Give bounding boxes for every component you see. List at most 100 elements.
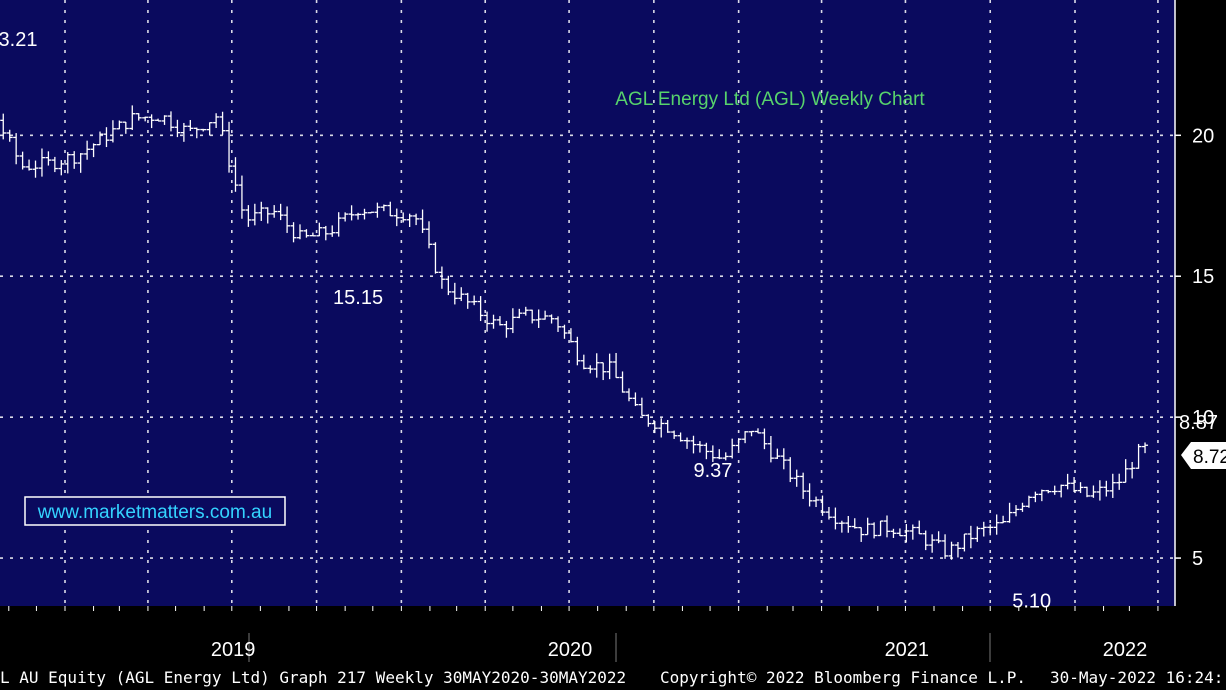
price-bar-116: [625, 388, 632, 402]
price-bar-160: [909, 524, 916, 540]
price-bar-154: [871, 522, 878, 539]
price-bar-129: [709, 445, 716, 462]
price-bar-142: [793, 469, 800, 487]
price-bar-104: [548, 314, 555, 324]
price-bar-28: [58, 160, 65, 176]
price-bar-121: [658, 418, 665, 438]
price-bar-127: [696, 441, 703, 453]
price-bar-106: [561, 324, 568, 339]
price-bar-145: [813, 496, 820, 508]
price-bar-29: [64, 152, 71, 174]
price-bar-77: [374, 202, 381, 218]
price-bar-157: [890, 528, 897, 538]
price-bar-171: [980, 521, 987, 537]
price-bar-58: [251, 203, 258, 226]
price-bar-107: [567, 328, 574, 343]
y-tick-label-2: 15: [1192, 266, 1214, 288]
price-bar-71: [335, 212, 342, 237]
price-bar-193: [1122, 459, 1129, 483]
chart-title: AGL Energy Ltd (AGL) Weekly Chart: [615, 89, 925, 110]
price-bar-102: [535, 309, 542, 328]
price-bar-120: [651, 421, 658, 434]
price-bar-31: [77, 153, 84, 173]
price-bar-42: [148, 114, 155, 129]
price-bar-57: [245, 205, 252, 227]
price-bar-108: [574, 336, 581, 366]
website-link[interactable]: www.marketmatters.com.au: [37, 502, 272, 523]
price-bar-146: [819, 495, 826, 516]
price-bar-90: [458, 287, 465, 302]
price-bar-115: [619, 371, 626, 393]
price-bar-66: [303, 229, 310, 238]
x-axis-ticks: [8, 606, 1159, 611]
price-bar-24: [32, 160, 39, 178]
price-bar-82: [406, 213, 413, 227]
price-bar-111: [593, 353, 600, 378]
price-bar-78: [380, 204, 387, 212]
price-bar-96: [496, 316, 503, 326]
annotation-4: 8.87: [1179, 412, 1218, 434]
price-bar-136: [754, 428, 761, 434]
price-bar-36: [109, 120, 116, 143]
x-year-label-2: 2021: [885, 639, 930, 661]
price-bar-59: [258, 201, 265, 221]
price-bar-124: [677, 432, 684, 442]
price-bar-135: [748, 430, 755, 437]
x-year-label-1: 2020: [548, 639, 593, 661]
price-bar-170: [974, 526, 981, 542]
price-bar-88: [445, 275, 452, 296]
price-bar-177: [1019, 502, 1026, 512]
price-bar-155: [877, 520, 884, 537]
price-bar-56: [238, 175, 245, 219]
price-bar-125: [684, 437, 691, 449]
price-bar-97: [503, 320, 510, 338]
price-bar-119: [645, 414, 652, 427]
price-bar-133: [735, 438, 742, 450]
price-bar-76: [367, 211, 374, 214]
price-bar-44: [161, 115, 168, 125]
price-bar-45: [167, 111, 174, 132]
price-bar-196: [1142, 442, 1149, 454]
price-bar-180: [1038, 489, 1045, 502]
price-bar-103: [542, 310, 549, 320]
price-bar-30: [71, 151, 78, 169]
price-bar-130: [716, 449, 723, 460]
price-bar-182: [1051, 485, 1058, 495]
last-price-badge-shape: [1181, 442, 1226, 469]
annotation-2: 9.37: [694, 460, 733, 482]
y-axis: 5 10 15 20: [1175, 125, 1214, 570]
price-bar-175: [1006, 502, 1013, 523]
website-box[interactable]: [24, 496, 286, 526]
price-bar-41: [142, 116, 149, 122]
price-bar-87: [438, 266, 445, 289]
price-bar-95: [490, 314, 497, 329]
price-bar-173: [993, 514, 1000, 535]
annotation-0: 3.21: [0, 29, 37, 51]
price-bar-81: [400, 212, 407, 223]
price-bar-132: [729, 438, 736, 459]
price-bar-22: [19, 151, 26, 170]
price-bar-32: [84, 140, 91, 160]
price-bar-60: [264, 207, 271, 224]
y-tick-label-3: 20: [1192, 125, 1214, 147]
price-bar-195: [1135, 443, 1142, 469]
price-bar-62: [277, 203, 284, 221]
price-bar-80: [393, 208, 400, 227]
price-bar-21: [13, 133, 20, 165]
price-bar-38: [122, 121, 129, 134]
price-bar-110: [587, 365, 594, 374]
price-bar-190: [1103, 480, 1110, 497]
price-bar-192: [1116, 473, 1123, 490]
price-bar-68: [316, 222, 323, 237]
price-bar-151: [851, 518, 858, 529]
price-bar-141: [787, 457, 794, 483]
price-bar-118: [638, 397, 645, 417]
price-bar-46: [174, 119, 181, 138]
price-bar-187: [1083, 486, 1090, 498]
price-bar-174: [1000, 515, 1007, 524]
year-labels: 2019 2020 2021 2022: [211, 639, 1147, 661]
price-bar-54: [226, 121, 233, 173]
price-bar-131: [722, 452, 729, 461]
annotation-1: 15.15: [333, 287, 383, 309]
price-bar-72: [342, 212, 349, 222]
